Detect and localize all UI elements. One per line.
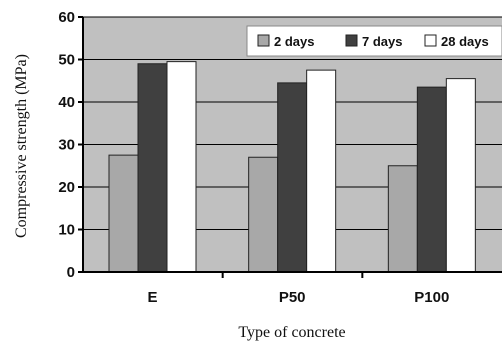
y-axis-label: Compressive strength (MPa): [13, 54, 30, 238]
bar-2-days-e: [108, 154, 139, 273]
bars: [108, 61, 476, 273]
x-axis-label: Type of concrete: [238, 324, 345, 341]
y-tick-label: 10: [58, 222, 75, 239]
bar-7-days-e: [137, 63, 168, 273]
legend-swatch: [345, 34, 358, 47]
legend-label: 2 days: [274, 34, 314, 49]
legend-swatch: [257, 34, 270, 47]
x-tick-labels: E P50 P100: [147, 272, 449, 306]
y-tick-label: 50: [58, 52, 75, 69]
legend-label: 7 days: [362, 34, 402, 49]
bar-28-days-p100: [445, 78, 476, 273]
y-tick-label: 20: [58, 179, 75, 196]
y-tick-label: 0: [67, 264, 75, 281]
x-tick-label: P100: [414, 289, 449, 306]
y-tick-label: 40: [58, 94, 75, 111]
x-tick-label: P50: [279, 289, 306, 306]
x-tick-label: E: [147, 289, 157, 306]
bar-7-days-p100: [416, 86, 447, 273]
legend-box: [246, 25, 502, 57]
bar-2-days-p50: [248, 156, 279, 273]
y-tick-label: 60: [58, 9, 75, 26]
bar-28-days-e: [166, 61, 197, 273]
y-tick-labels: 0 10 20 30 40 50 60: [58, 9, 83, 281]
legend-swatch: [424, 34, 437, 47]
bar-28-days-p50: [306, 69, 337, 273]
bar-7-days-p50: [277, 82, 308, 273]
legend-label: 28 days: [441, 34, 489, 49]
bar-2-days-p100: [387, 165, 418, 273]
legend: 2 days 7 days 28 days: [246, 25, 502, 57]
y-tick-label: 30: [58, 137, 75, 154]
